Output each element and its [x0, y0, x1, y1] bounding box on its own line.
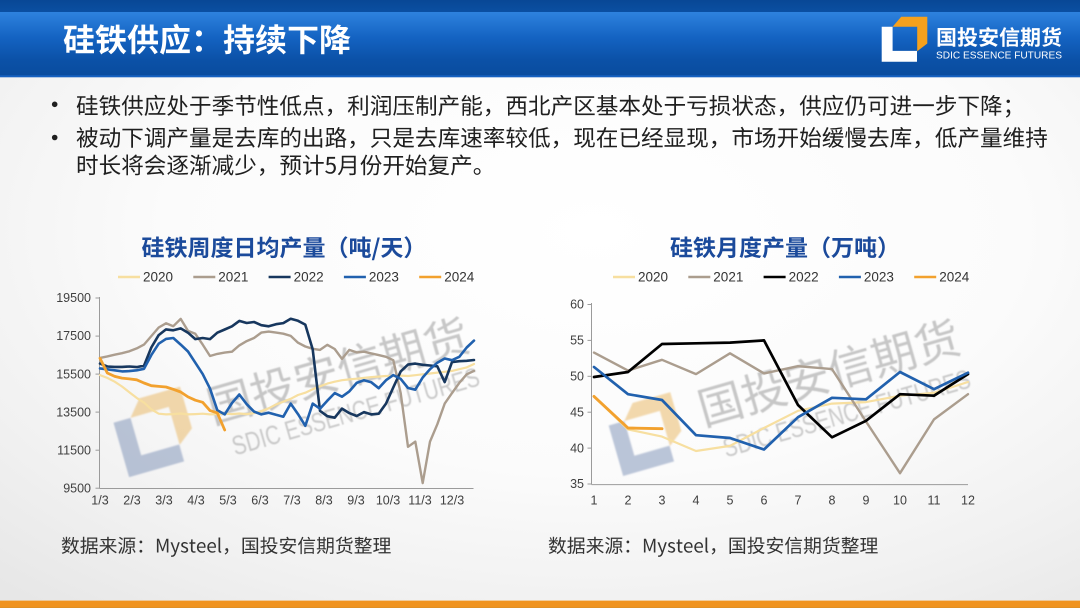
svg-text:3/3: 3/3 [155, 494, 172, 508]
svg-text:2021: 2021 [218, 270, 248, 285]
svg-text:1/3: 1/3 [91, 494, 108, 508]
svg-text:19500: 19500 [56, 291, 91, 305]
svg-text:15500: 15500 [56, 367, 91, 381]
svg-text:6: 6 [761, 494, 768, 508]
svg-text:55: 55 [570, 334, 584, 348]
svg-text:7: 7 [795, 494, 802, 508]
svg-text:35: 35 [570, 477, 584, 491]
svg-text:2024: 2024 [939, 270, 970, 285]
svg-text:5: 5 [727, 494, 734, 508]
svg-text:60: 60 [570, 298, 584, 312]
svg-text:2023: 2023 [864, 270, 894, 285]
svg-text:4/3: 4/3 [187, 494, 204, 508]
svg-text:8/3: 8/3 [315, 494, 332, 508]
svg-text:5/3: 5/3 [219, 494, 236, 508]
svg-text:3: 3 [659, 494, 666, 508]
svg-text:11500: 11500 [57, 443, 91, 457]
svg-text:2: 2 [625, 494, 632, 508]
svg-text:10/3: 10/3 [376, 494, 400, 508]
svg-text:2024: 2024 [444, 270, 475, 285]
svg-text:SDIC ESSENCE FUTURES: SDIC ESSENCE FUTURES [936, 51, 1062, 62]
svg-text:12: 12 [961, 494, 975, 508]
svg-text:9: 9 [863, 494, 870, 508]
svg-text:9500: 9500 [63, 481, 91, 495]
svg-text:9/3: 9/3 [347, 494, 364, 508]
svg-text:7/3: 7/3 [283, 494, 300, 508]
svg-text:13500: 13500 [56, 405, 91, 419]
svg-text:2020: 2020 [638, 270, 668, 285]
svg-text:40: 40 [570, 441, 584, 455]
svg-text:50: 50 [570, 370, 584, 384]
svg-text:2023: 2023 [369, 270, 399, 285]
svg-text:17500: 17500 [56, 329, 91, 343]
svg-text:10: 10 [893, 494, 907, 508]
svg-text:2022: 2022 [294, 270, 324, 285]
svg-text:6/3: 6/3 [251, 494, 268, 508]
svg-text:2020: 2020 [143, 270, 173, 285]
svg-text:11: 11 [928, 494, 941, 508]
svg-text:45: 45 [570, 405, 584, 419]
svg-text:12/3: 12/3 [440, 494, 464, 508]
svg-text:1: 1 [591, 494, 598, 508]
svg-text:8: 8 [829, 494, 836, 508]
svg-text:4: 4 [693, 494, 700, 508]
svg-text:11/3: 11/3 [408, 494, 431, 508]
svg-text:2/3: 2/3 [123, 494, 140, 508]
svg-text:2021: 2021 [713, 270, 743, 285]
svg-text:2022: 2022 [789, 270, 819, 285]
